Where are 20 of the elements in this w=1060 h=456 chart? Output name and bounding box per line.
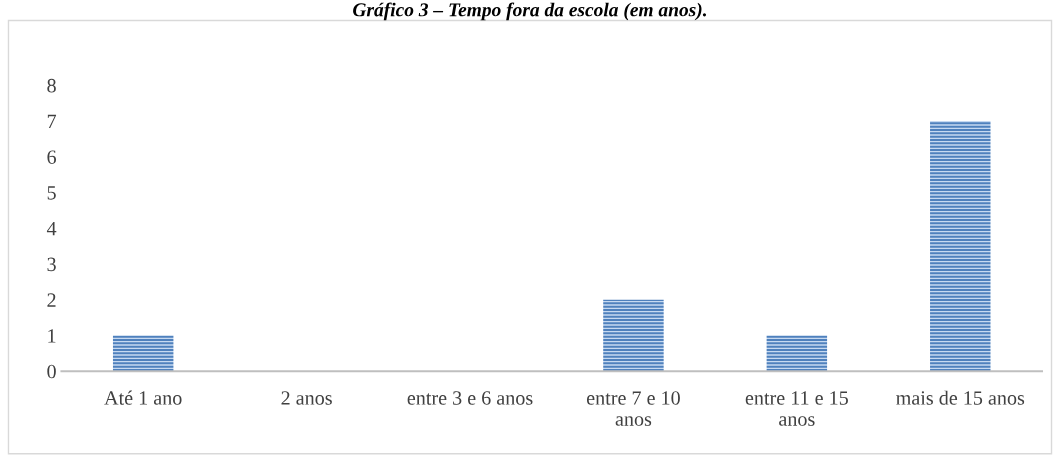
x-tick-label: entre 3 e 6 anos — [407, 391, 533, 405]
x-tick-label: mais de 15 anos — [896, 390, 1025, 405]
y-tick-label: 4 — [46, 221, 57, 236]
y-tick-label: 7 — [47, 114, 57, 128]
y-tick-label: 6 — [47, 150, 57, 164]
x-tick-label: entre 7 e 10 anos — [586, 391, 680, 426]
x-tick-label: 2 anos — [281, 391, 332, 405]
x-tick-label: Até 1 ano — [104, 390, 182, 405]
y-tick-label: 2 — [47, 293, 56, 307]
y-tick-label: 3 — [47, 257, 56, 272]
bar — [112, 335, 174, 372]
y-tick-label: 0 — [47, 364, 56, 379]
chart-title: Gráfico 3 – Tempo fora da escola (em anos). — [353, 2, 707, 21]
bar — [766, 335, 828, 372]
y-tick-label: 1 — [48, 329, 56, 343]
y-tick-label: 8 — [47, 78, 56, 93]
bar — [603, 299, 664, 372]
y-tick-label: 5 — [47, 186, 56, 200]
bar — [930, 121, 991, 372]
x-tick-label: entre 11 e 15 anos — [745, 391, 848, 426]
